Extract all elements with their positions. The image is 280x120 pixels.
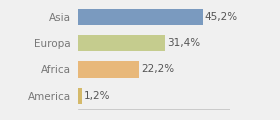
Text: 31,4%: 31,4% — [167, 38, 200, 48]
Bar — [78, 88, 82, 104]
Bar — [78, 61, 139, 78]
Text: 45,2%: 45,2% — [205, 12, 238, 22]
Bar — [78, 9, 203, 25]
Bar — [78, 35, 165, 51]
Text: 1,2%: 1,2% — [84, 91, 110, 101]
Text: 22,2%: 22,2% — [142, 64, 175, 75]
